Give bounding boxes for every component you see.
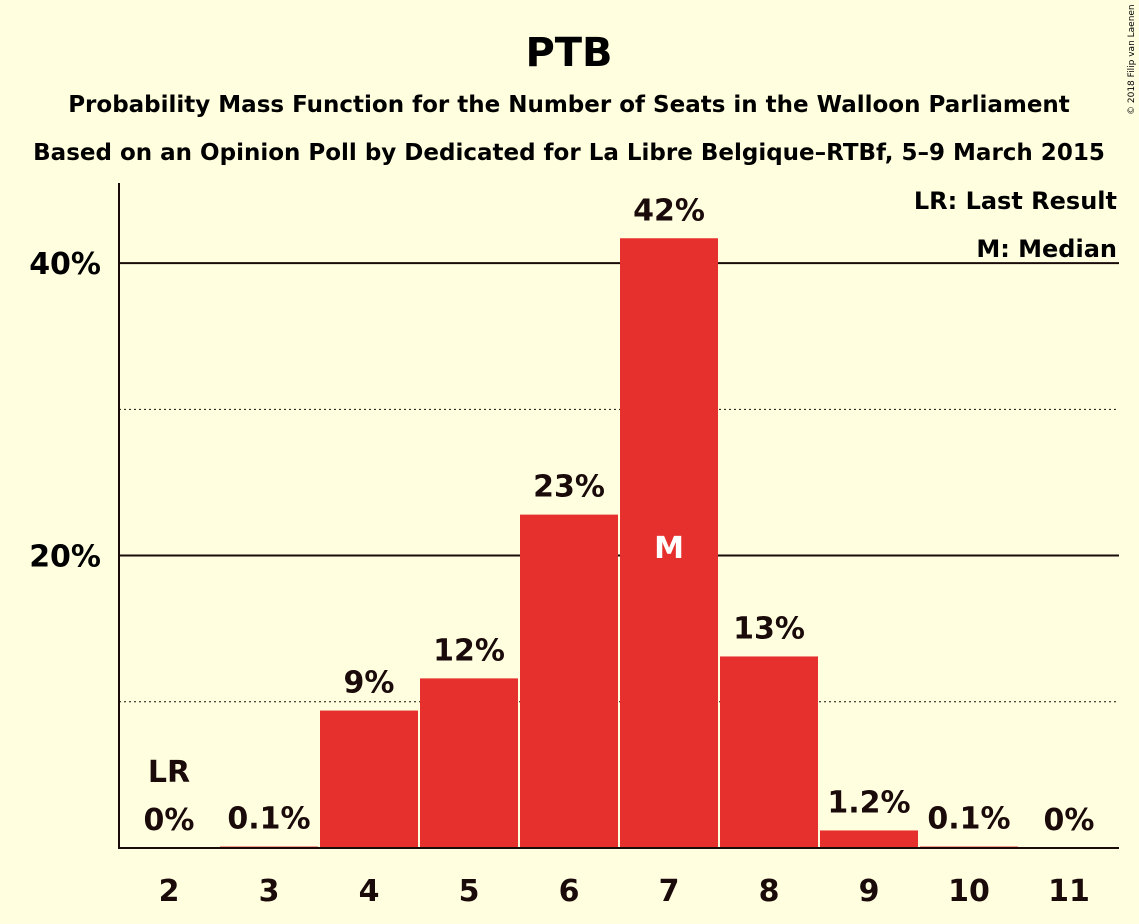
data-label: 42% [633, 193, 705, 228]
x-tick-label: 8 [759, 874, 780, 909]
x-tick-label: 10 [948, 874, 990, 909]
data-label: 23% [533, 470, 605, 505]
bar [320, 710, 418, 848]
x-tick-labels: 2 3 4 5 6 7 8 9 10 11 [159, 874, 1090, 909]
x-tick-label: 2 [159, 874, 180, 909]
bar [720, 656, 818, 848]
median-marker: M [654, 531, 684, 566]
data-label: 9% [344, 666, 395, 701]
y-tick-label: 20% [29, 540, 101, 575]
data-label: 13% [733, 611, 805, 646]
axes [118, 183, 1119, 849]
data-label: 1.2% [827, 785, 910, 820]
legend-background [975, 232, 1121, 261]
copyright-text: © 2018 Filip van Laenen [1127, 4, 1137, 115]
chart-subtitle-poll: Based on an Opinion Poll by Dedicated fo… [33, 140, 1105, 166]
legend: LR: Last Result M: Median [914, 187, 1117, 263]
bar [620, 238, 718, 849]
x-tick-label: 11 [1048, 874, 1090, 909]
chart-subtitle: Probability Mass Function for the Number… [68, 92, 1070, 118]
chart-title: PTB [525, 30, 612, 76]
y-tick-labels: 20% 40% [29, 247, 101, 574]
bars [220, 238, 1018, 849]
data-label: 0% [1044, 803, 1095, 838]
data-labels: 0% LR 0.1% 9% 12% 23% 42% M 13% 1.2% 0.1% 0% [140, 189, 1099, 842]
x-tick-label: 3 [259, 874, 280, 909]
x-tick-label: 9 [859, 874, 880, 909]
data-label: 0.1% [927, 802, 1010, 837]
last-result-marker: LR [148, 755, 190, 790]
bar [820, 830, 918, 848]
data-label: 12% [433, 633, 505, 668]
x-tick-label: 4 [359, 874, 380, 909]
data-label: 0.1% [227, 802, 310, 837]
x-tick-label: 6 [559, 874, 580, 909]
y-tick-label: 40% [29, 247, 101, 282]
x-tick-label: 5 [459, 874, 480, 909]
data-label: 0% [144, 803, 195, 838]
bar [520, 514, 618, 848]
gridlines [119, 232, 1121, 703]
bar [420, 678, 518, 848]
x-tick-label: 7 [659, 874, 680, 909]
legend-last-result: LR: Last Result [914, 187, 1117, 215]
legend-median: M: Median [976, 235, 1117, 263]
